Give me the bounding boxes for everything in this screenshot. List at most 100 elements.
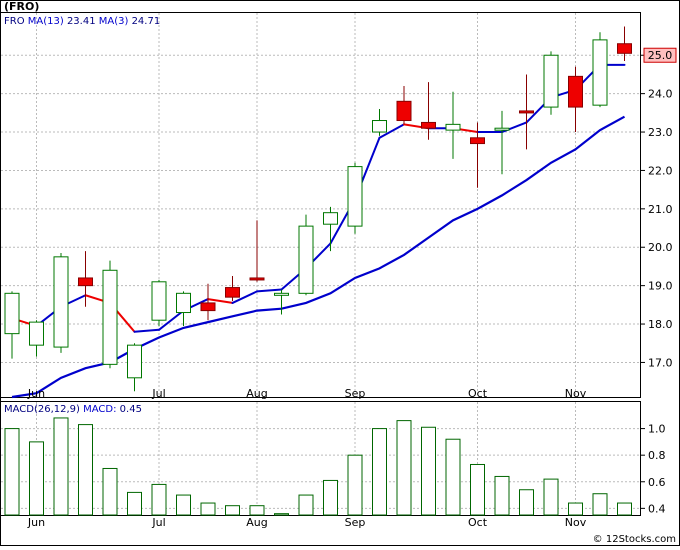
candle xyxy=(298,214,314,296)
macd-bar xyxy=(617,502,632,516)
candle xyxy=(29,320,44,357)
last-price-tag: 25.0 xyxy=(643,47,677,63)
macd-bar xyxy=(274,513,289,516)
legend-item: 24.71 xyxy=(128,16,160,27)
price-tick-label: 17.0 xyxy=(648,356,673,369)
price-x-label: Nov xyxy=(565,387,587,400)
macd-bar xyxy=(592,493,608,516)
macd-bar xyxy=(78,424,93,516)
macd-tick-label: 0.4 xyxy=(648,502,666,515)
candle xyxy=(274,289,289,315)
macd-bar xyxy=(543,478,559,516)
macd-bars xyxy=(4,417,632,516)
candle xyxy=(127,343,142,392)
macd-bar xyxy=(347,454,363,516)
ma3-segment xyxy=(231,290,258,304)
candle-body xyxy=(568,75,583,108)
macd-bar xyxy=(176,494,191,516)
candle xyxy=(372,109,387,136)
legend-item: 0.45 xyxy=(116,404,141,415)
candle-body xyxy=(347,166,363,227)
chart-title: (FRO) xyxy=(4,0,39,13)
candle xyxy=(102,260,118,369)
macd-bar xyxy=(53,417,69,516)
ma3-segment xyxy=(207,298,234,304)
candle xyxy=(4,291,20,359)
macd-bar xyxy=(151,483,167,516)
macd-bar xyxy=(249,505,265,516)
candle-body xyxy=(274,292,289,296)
candle-body xyxy=(249,277,265,281)
candle-body xyxy=(298,225,314,294)
macd-bar xyxy=(445,438,461,516)
candle-body xyxy=(53,256,69,348)
macd-bar xyxy=(225,505,240,516)
candle-body xyxy=(4,292,20,335)
candle xyxy=(323,206,338,252)
candle-body xyxy=(151,281,167,321)
candle xyxy=(543,51,559,115)
ma3-segment xyxy=(256,288,283,293)
macd-bar xyxy=(568,502,583,516)
candle xyxy=(176,291,191,326)
price-x-axis: Jun Jul Aug Sep Oct Nov xyxy=(27,387,587,400)
price-panel-frame xyxy=(0,12,641,398)
ma3-segment xyxy=(378,123,405,139)
macd-panel-frame xyxy=(0,401,641,516)
candle xyxy=(53,253,69,353)
legend-item: MACD(26,12,9) xyxy=(4,404,80,415)
macd-x-label: Nov xyxy=(565,516,587,529)
ma3-segment xyxy=(158,309,185,331)
legend-item: 23.41 xyxy=(64,16,96,27)
macd-bar xyxy=(323,479,338,516)
candle-body xyxy=(29,321,44,346)
macd-x-axis: Jun Jul Aug Sep Oct Nov xyxy=(27,516,587,529)
macd-bar xyxy=(200,502,216,516)
candle xyxy=(519,74,534,150)
macd-x-label: Jul xyxy=(151,516,165,529)
candle xyxy=(151,279,167,326)
candle-body xyxy=(396,100,412,122)
candle xyxy=(249,220,265,282)
last-price-value: 25.0 xyxy=(648,49,673,62)
macd-bar xyxy=(29,441,44,516)
price-legend: FRO MA(13) 23.41 MA(3) 24.71 xyxy=(4,16,160,27)
macd-tick-label: 0.8 xyxy=(648,449,666,462)
candle-body xyxy=(127,344,142,379)
legend-item: MACD: xyxy=(80,404,117,415)
macd-bar xyxy=(396,420,412,516)
candle-body xyxy=(102,269,118,365)
macd-bar xyxy=(519,489,534,516)
macd-axis: 0.4 0.6 0.8 1.0 xyxy=(640,423,666,515)
candle-body xyxy=(519,110,534,114)
candle-body xyxy=(543,54,559,108)
candle-body xyxy=(200,302,216,312)
macd-x-label: Oct xyxy=(468,516,488,529)
candle-body xyxy=(494,127,510,131)
candle-body xyxy=(445,123,461,131)
macd-bar xyxy=(298,494,314,516)
candle-body xyxy=(421,121,436,129)
candle xyxy=(568,66,583,133)
macd-bar xyxy=(102,467,118,516)
price-tick-label: 24.0 xyxy=(648,88,673,101)
candle-body xyxy=(617,43,632,54)
macd-bar xyxy=(494,475,510,516)
macd-tick-label: 0.6 xyxy=(648,476,666,489)
candle xyxy=(617,26,632,61)
price-x-label: Aug xyxy=(246,387,267,400)
macd-tick-label: 1.0 xyxy=(648,423,666,436)
candlesticks xyxy=(4,26,632,392)
candle xyxy=(470,122,485,188)
macd-bar xyxy=(4,428,20,516)
macd-bar xyxy=(127,491,142,516)
candle xyxy=(200,283,216,321)
macd-bar xyxy=(421,426,436,516)
candle-body xyxy=(323,212,338,225)
candle-body xyxy=(225,287,240,298)
legend-item: FRO xyxy=(4,16,25,27)
price-tick-label: 18.0 xyxy=(648,318,673,331)
price-x-label: Jun xyxy=(27,387,45,400)
